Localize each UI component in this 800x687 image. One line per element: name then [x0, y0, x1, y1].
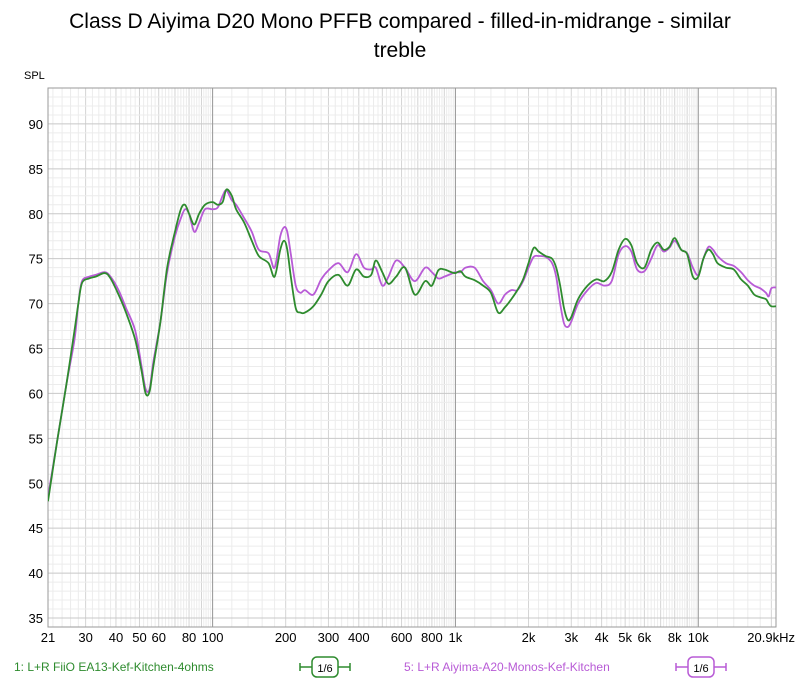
x-tick-label: 10k	[688, 630, 709, 645]
chart-title-line: treble	[374, 39, 427, 62]
x-tick-label: 400	[348, 630, 370, 645]
y-tick-label: 80	[29, 207, 43, 222]
x-tick-label: 5k	[618, 630, 632, 645]
x-tick-label: 300	[318, 630, 340, 645]
y-tick-label: 40	[29, 566, 43, 581]
series-line-1	[48, 188, 776, 502]
smoothing-badge	[311, 656, 339, 678]
x-tick-label: 6k	[638, 630, 652, 645]
chart-title-line: Class D Aiyima D20 Mono PFFB compared - …	[69, 10, 731, 33]
smoothing-label: 1/6	[693, 663, 708, 675]
y-tick-label: 90	[29, 117, 43, 132]
x-tick-label: 50	[132, 630, 146, 645]
x-tick-label: 2k	[522, 630, 536, 645]
y-tick-label: 60	[29, 386, 43, 401]
y-axis-label: SPL	[24, 70, 45, 82]
y-tick-label: 35	[29, 611, 43, 626]
x-tick-label: 40	[109, 630, 123, 645]
smoothing-badge	[687, 656, 715, 678]
x-tick-label: 60	[151, 630, 165, 645]
y-tick-label: 50	[29, 476, 43, 491]
legend-entry-2: 5: L+R Aiyima-A20-Monos-Kef-Kitchen	[404, 660, 610, 674]
x-tick-label: 100	[202, 630, 224, 645]
x-tick-label: 600	[391, 630, 413, 645]
minor-grid	[48, 87, 776, 628]
x-tick-label: 4k	[595, 630, 609, 645]
y-tick-label: 85	[29, 162, 43, 177]
y-tick-label: 45	[29, 521, 43, 536]
x-tick-label: 20.9kHz	[747, 630, 795, 645]
smoothing-label: 1/6	[317, 663, 332, 675]
y-tick-label: 75	[29, 252, 43, 267]
plot-border	[47, 87, 777, 628]
x-tick-label: 8k	[668, 630, 682, 645]
legend-entry-1: 1: L+R FiiO EA13-Kef-Kitchen-4ohms	[14, 660, 214, 674]
y-tick-label: 55	[29, 431, 43, 446]
y-tick-label: 65	[29, 342, 43, 357]
x-tick-label: 1k	[449, 630, 463, 645]
x-tick-label: 200	[275, 630, 297, 645]
x-tick-label: 30	[78, 630, 92, 645]
x-tick-label: 3k	[564, 630, 578, 645]
y-tick-label: 70	[29, 297, 43, 312]
x-tick-label: 80	[182, 630, 196, 645]
x-tick-label: 21	[41, 630, 55, 645]
x-tick-label: 800	[421, 630, 443, 645]
